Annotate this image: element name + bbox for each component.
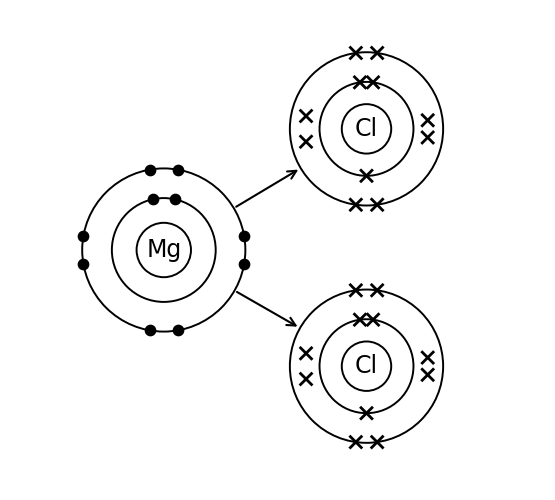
Text: Cl: Cl: [355, 354, 378, 378]
Point: [174, 326, 183, 334]
Point: [174, 166, 183, 173]
Point: [145, 326, 154, 334]
Point: [79, 232, 88, 240]
Point: [79, 260, 88, 268]
Point: [145, 166, 154, 173]
Point: [240, 260, 249, 268]
Point: [170, 195, 179, 203]
Text: Mg: Mg: [146, 238, 181, 262]
Point: [149, 195, 158, 203]
Point: [240, 232, 249, 240]
Text: Cl: Cl: [355, 117, 378, 141]
